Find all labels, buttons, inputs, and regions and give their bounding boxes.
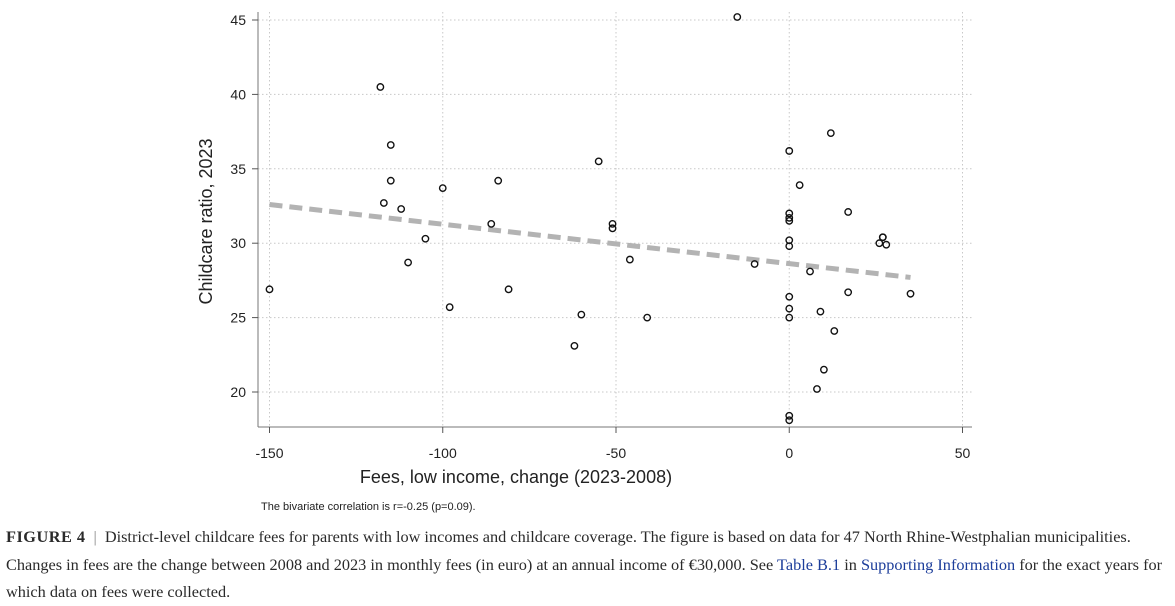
y-tick-label: 25 (230, 310, 246, 326)
grid (258, 12, 972, 427)
data-point (785, 214, 794, 222)
data-point (882, 240, 891, 249)
data-point (386, 141, 395, 149)
caption-text-2: in (844, 554, 857, 574)
data-point (813, 385, 821, 393)
data-point (844, 208, 853, 216)
data-point (785, 209, 794, 218)
data-point (577, 310, 586, 319)
data-point (750, 260, 759, 268)
data-point (494, 176, 503, 185)
data-point (875, 239, 884, 248)
x-axis-title: Fees, low income, change (2023-2008) (360, 467, 672, 487)
y-tick-label: 30 (230, 235, 246, 251)
data-point (376, 83, 385, 91)
data-point (265, 285, 274, 294)
supporting-information-link[interactable]: Supporting Information (860, 554, 1016, 574)
x-tick-label: -50 (606, 445, 626, 461)
data-point (785, 216, 794, 225)
data-point (438, 184, 447, 193)
table-b1-link[interactable]: Table B.1 (777, 554, 841, 574)
data-point (844, 288, 853, 297)
data-point (785, 242, 794, 251)
correlation-note: The bivariate correlation is r=-0.25 (p=… (261, 501, 476, 513)
y-axis-ticks: 20 25 30 35 40 45 (230, 12, 258, 400)
data-point (643, 313, 652, 322)
data-point (785, 313, 794, 322)
caption-separator: | (93, 527, 97, 546)
data-point (826, 129, 835, 137)
data-point (830, 327, 839, 335)
data-point (608, 224, 617, 233)
data-points (265, 13, 915, 425)
data-point (785, 411, 794, 420)
x-tick-label: -100 (429, 445, 457, 461)
x-axis-ticks: -150 -100 -50 0 50 (255, 427, 970, 461)
y-tick-label: 40 (230, 86, 246, 102)
scatter-chart: 20 25 30 35 40 45 -150 -100 -50 0 50 Childcare ra… (196, 12, 972, 513)
data-point (397, 205, 406, 213)
data-point (404, 258, 412, 267)
trend-line (269, 202, 911, 280)
data-point (570, 341, 579, 350)
data-point (785, 304, 794, 313)
data-point (785, 416, 794, 425)
data-point (608, 219, 617, 228)
data-point (795, 181, 804, 190)
x-tick-label: -150 (255, 445, 283, 461)
data-point (806, 267, 814, 276)
y-axis-title: Childcare ratio, 2023 (196, 138, 216, 304)
y-tick-label: 45 (230, 12, 246, 28)
figure-caption: FIGURE 4 | District-level childcare fees f… (6, 523, 1168, 606)
data-point (785, 292, 794, 301)
data-point (625, 255, 634, 264)
figure-label: FIGURE 4 (6, 527, 86, 546)
caption-text-3: for the exact years for which data on fe… (6, 554, 1163, 602)
data-point (878, 233, 887, 242)
data-point (421, 234, 430, 243)
data-point (504, 285, 513, 294)
y-tick-label: 35 (230, 161, 246, 177)
data-point (906, 289, 915, 298)
data-point (445, 303, 454, 312)
data-point (379, 199, 388, 207)
x-tick-label: 50 (955, 445, 971, 461)
data-point (594, 157, 603, 166)
y-tick-label: 20 (230, 384, 246, 400)
data-point (386, 176, 395, 185)
data-point (733, 13, 742, 21)
data-point (816, 307, 825, 316)
caption-text-1: District-level childcare fees for parent… (6, 527, 1131, 574)
x-tick-label: 0 (785, 445, 793, 461)
data-point (785, 147, 794, 155)
data-point (487, 219, 496, 228)
data-point (820, 365, 828, 374)
